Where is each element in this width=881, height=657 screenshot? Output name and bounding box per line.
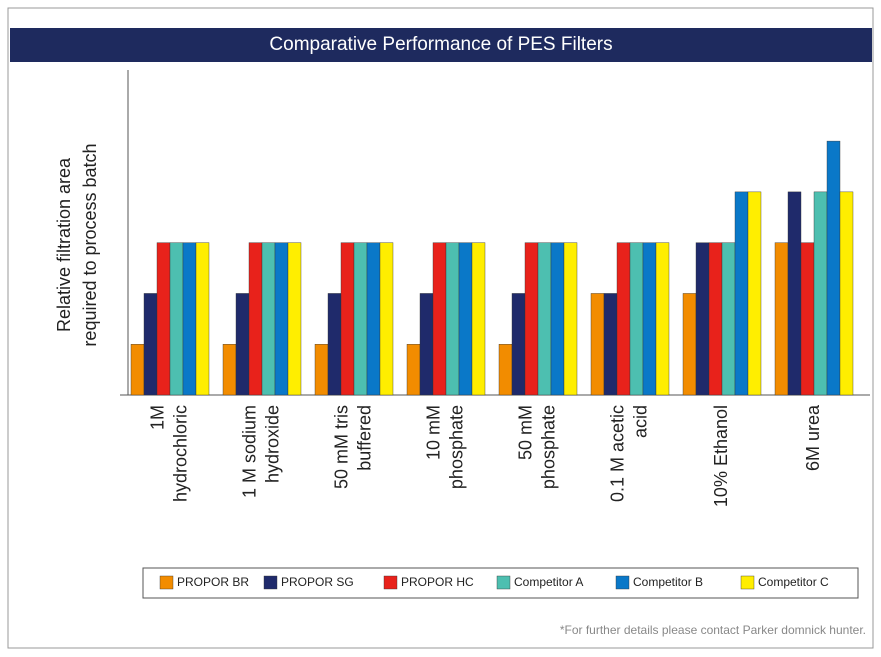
bar [471,242,486,396]
legend-swatch [383,575,398,590]
bar [787,191,802,396]
x-tick-label: buffered [354,405,374,471]
bar [419,293,434,396]
bar [406,344,421,396]
bar [747,191,762,396]
bar [826,140,841,396]
legend-swatch [496,575,511,590]
legend-swatch [159,575,174,590]
bar [550,242,565,396]
bar [800,242,815,396]
bar [616,242,631,396]
bar [445,242,460,396]
bar [603,293,618,396]
bar [682,293,697,396]
y-axis-label: Relative filtration area [54,157,74,332]
bar [261,242,276,396]
bar [156,242,171,396]
bar [511,293,526,396]
bar [287,242,302,396]
bar [642,242,657,396]
y-axis-label: required to process batch [80,143,100,346]
bar [222,344,237,396]
x-tick-label: 1M [147,405,167,430]
legend-swatch [615,575,630,590]
x-tick-label: 10 mM [423,405,443,460]
bar [182,242,197,396]
footnote: *For further details please contact Park… [560,623,866,637]
x-tick-label: hydrochloric [170,405,190,502]
legend-label: Competitor C [758,575,829,589]
legend-label: PROPOR BR [177,575,249,589]
bar [314,344,329,396]
bar [248,242,263,396]
bar [524,242,539,396]
bar [432,242,447,396]
chart-title: Comparative Performance of PES Filters [269,34,612,55]
bar [379,242,394,396]
bar [353,242,368,396]
bar [563,242,578,396]
x-tick-label: phosphate [538,405,558,489]
x-tick-label: 6M urea [803,404,823,471]
x-tick-label: acid [630,405,650,438]
legend-swatch [263,575,278,590]
bar [366,242,381,396]
bar [195,242,210,396]
bar [708,242,723,396]
bar [130,344,145,396]
bar [235,293,250,396]
bar [169,242,184,396]
legend-label: Competitor A [514,575,583,589]
x-tick-label: hydroxide [262,405,282,483]
x-tick-label: 0.1 M acetic [607,405,627,502]
bar [498,344,513,396]
bar [327,293,342,396]
bar [590,293,605,396]
legend-label: PROPOR HC [401,575,474,589]
x-tick-label: 50 mM [515,405,535,460]
bar [274,242,289,396]
legend-label: Competitor B [633,575,703,589]
bar [629,242,644,396]
x-tick-label: phosphate [446,405,466,489]
legend-label: PROPOR SG [281,575,354,589]
bar [458,242,473,396]
bar [143,293,158,396]
bar [734,191,749,396]
bar [813,191,828,396]
bar [340,242,355,396]
legend-swatch [740,575,755,590]
bar [537,242,552,396]
bar [774,242,789,396]
x-tick-label: 1 M sodium [239,405,259,498]
bar [721,242,736,396]
bar [655,242,670,396]
title-bar [10,28,872,62]
x-tick-label: 10% Ethanol [711,405,731,507]
bar [839,191,854,396]
bar [695,242,710,396]
x-tick-label: 50 mM tris [331,405,351,489]
